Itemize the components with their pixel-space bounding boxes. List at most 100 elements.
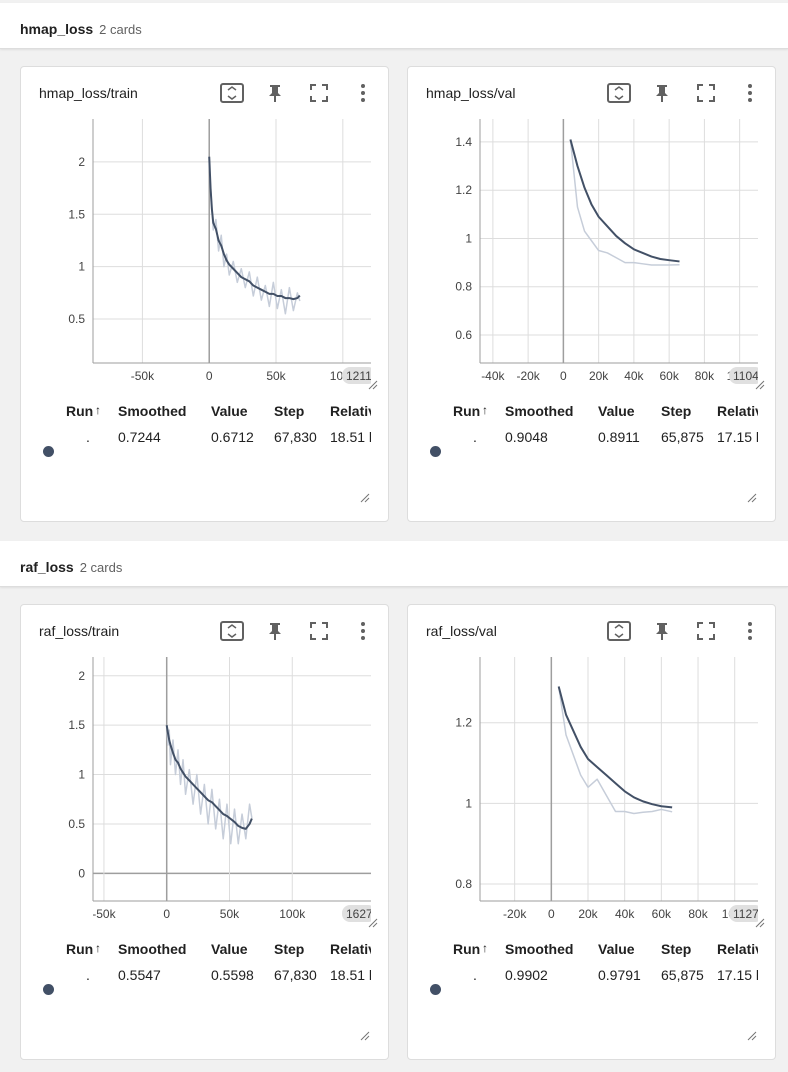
grid — [480, 657, 758, 901]
icon — [614, 624, 624, 638]
icon — [656, 85, 668, 102]
column-header[interactable]: Step — [661, 403, 692, 419]
column-header[interactable]: Run — [66, 941, 94, 957]
icon — [269, 85, 281, 102]
icon — [269, 623, 281, 640]
pin-button[interactable] — [269, 623, 281, 640]
sort-arrow: ↑ — [482, 403, 488, 417]
fullscreen-button[interactable] — [310, 622, 328, 640]
cell: 0.6712 — [211, 429, 254, 445]
icon — [748, 91, 752, 95]
icon — [748, 84, 752, 88]
data-table: Run. Smoothed 0.9048 Value 0.8911 Step 65,875 R… — [408, 399, 758, 459]
series-line — [569, 139, 680, 266]
y-tick-label: 0 — [78, 866, 85, 880]
column-header[interactable]: Step — [661, 941, 692, 957]
y-tick-label: 1.2 — [455, 183, 472, 197]
x-axis-labels: -20k020k40k60k80k100k1127 — [503, 905, 758, 922]
series-line — [569, 139, 680, 263]
icon — [361, 84, 365, 88]
pin-button[interactable] — [269, 85, 281, 102]
column-header[interactable]: Run — [66, 403, 94, 419]
x-tick-label: 0 — [206, 369, 213, 383]
cell: . — [86, 429, 90, 445]
cell: 0.9902 — [505, 967, 548, 983]
fit-domain-button[interactable] — [220, 621, 244, 641]
section-header: raf_loss 2 cards — [0, 541, 788, 587]
column-header[interactable]: Relative — [330, 403, 371, 419]
y-tick-label: 1.4 — [455, 135, 472, 149]
icon — [310, 622, 328, 640]
more-button[interactable] — [361, 84, 365, 102]
cell: 0.7244 — [118, 429, 161, 445]
column-header[interactable]: Relative — [330, 941, 371, 957]
section-title: hmap_loss 2 cards — [20, 21, 142, 37]
x-tick-label: -50k — [131, 369, 155, 383]
x-tick-label: 100k — [279, 907, 306, 921]
column-header[interactable]: Relative — [717, 941, 758, 957]
run-color — [43, 984, 54, 995]
data-table: Run. Smoothed 0.7244 Value 0.6712 Step 67,830 R… — [21, 399, 371, 459]
run-color — [43, 446, 54, 457]
fullscreen-button[interactable] — [697, 622, 715, 640]
x-tick-label: -50k — [92, 907, 116, 921]
column-header[interactable]: Value — [211, 403, 248, 419]
card-resize-handle — [747, 493, 757, 503]
x-tick-label: 20k — [589, 369, 609, 383]
more-button[interactable] — [748, 622, 752, 640]
x-tick-label: 80k — [695, 369, 715, 383]
column-header[interactable]: Run — [453, 403, 481, 419]
x-tick-label: -20k — [503, 907, 527, 921]
series-line — [208, 156, 301, 301]
icon — [748, 98, 752, 102]
icon — [614, 86, 624, 100]
y-tick-label: 2 — [78, 669, 85, 683]
run-color — [430, 984, 441, 995]
icon — [607, 83, 631, 103]
y-tick-label: 0.6 — [455, 328, 472, 342]
icon — [748, 636, 752, 640]
cell: 18.51 hr — [330, 967, 371, 983]
icon — [361, 636, 365, 640]
fit-domain-button[interactable] — [607, 83, 631, 103]
column-header[interactable]: Value — [598, 941, 635, 957]
column-header[interactable]: Smoothed — [118, 941, 187, 957]
column-header[interactable]: Smoothed — [505, 403, 574, 419]
fullscreen-button[interactable] — [697, 84, 715, 102]
column-header[interactable]: Smoothed — [118, 403, 187, 419]
cell: 17.15 hr — [717, 967, 758, 983]
pin-button[interactable] — [656, 85, 668, 102]
extent-pill — [729, 367, 758, 384]
column-header[interactable]: Step — [274, 403, 305, 419]
column-header[interactable]: Smoothed — [505, 941, 574, 957]
x-tick-label: 60k — [652, 907, 672, 921]
x-tick-label: 80k — [688, 907, 708, 921]
column-header[interactable]: Run — [453, 941, 481, 957]
grid — [93, 657, 371, 901]
fit-domain-button[interactable] — [220, 83, 244, 103]
x-tick-label: 40k — [624, 369, 644, 383]
extent-label: 1211 — [346, 369, 372, 383]
column-header[interactable]: Value — [211, 941, 248, 957]
resize-handle — [368, 380, 378, 390]
section-header: hmap_loss 2 cards — [0, 3, 788, 49]
fit-domain-button[interactable] — [607, 621, 631, 641]
cell: . — [473, 429, 477, 445]
x-tick-label: -40k — [481, 369, 505, 383]
card-resize-handle — [747, 1031, 757, 1041]
icon — [310, 84, 328, 102]
fullscreen-button[interactable] — [310, 84, 328, 102]
column-header[interactable]: Value — [598, 403, 635, 419]
column-header[interactable]: Relative — [717, 403, 758, 419]
more-button[interactable] — [748, 84, 752, 102]
card: raf_loss/val0.811.2-20k020k40k60k80k100k… — [407, 604, 776, 1060]
extent-pill — [342, 905, 371, 922]
x-tick-label: 0 — [548, 907, 555, 921]
cell: 0.5598 — [211, 967, 254, 983]
series-line — [557, 686, 673, 815]
x-axis-labels: -50k 0 50k 100k 1627 — [92, 905, 371, 922]
icon — [656, 623, 668, 640]
pin-button[interactable] — [656, 623, 668, 640]
column-header[interactable]: Step — [274, 941, 305, 957]
more-button[interactable] — [361, 622, 365, 640]
